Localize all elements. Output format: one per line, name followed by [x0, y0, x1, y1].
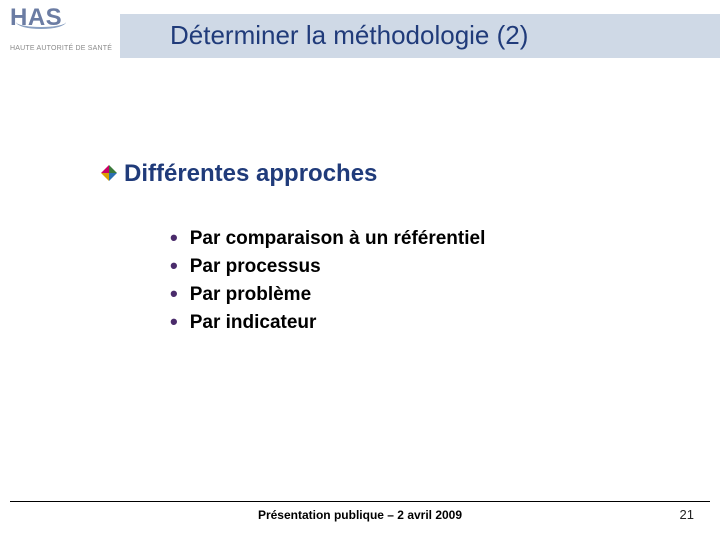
list-item: • Par indicateur — [170, 312, 485, 334]
list-item: • Par comparaison à un référentiel — [170, 228, 485, 250]
footer-text: Présentation publique – 2 avril 2009 — [0, 508, 720, 522]
page-number: 21 — [680, 507, 694, 522]
diamond-bl — [101, 173, 109, 181]
logo: HAS HAUTE AUTORITÉ DE SANTÉ — [10, 6, 112, 52]
diamond-bullet-icon — [100, 164, 118, 185]
diamond-tl — [101, 165, 109, 173]
diamond-br — [109, 173, 117, 181]
bullet-dot-icon: • — [170, 312, 178, 332]
bullet-dot-icon: • — [170, 228, 178, 248]
bullet-list: • Par comparaison à un référentiel • Par… — [170, 228, 485, 334]
slide-title: Déterminer la méthodologie (2) — [170, 20, 528, 51]
footer-divider — [10, 501, 710, 502]
bullet-text: Par problème — [190, 284, 311, 306]
list-item: • Par problème — [170, 284, 485, 306]
section-heading-row: Différentes approches — [100, 160, 485, 188]
bullet-dot-icon: • — [170, 284, 178, 304]
content-section: Différentes approches • Par comparaison … — [100, 160, 485, 340]
bullet-dot-icon: • — [170, 256, 178, 276]
logo-subtitle: HAUTE AUTORITÉ DE SANTÉ — [10, 45, 112, 52]
list-item: • Par processus — [170, 256, 485, 278]
bullet-text: Par indicateur — [190, 312, 317, 334]
diamond-tr — [109, 165, 117, 173]
slide: HAS HAUTE AUTORITÉ DE SANTÉ Déterminer l… — [0, 0, 720, 540]
bullet-text: Par processus — [190, 256, 321, 278]
section-heading: Différentes approches — [124, 160, 377, 188]
bullet-text: Par comparaison à un référentiel — [190, 228, 486, 250]
logo-arc — [16, 15, 66, 29]
